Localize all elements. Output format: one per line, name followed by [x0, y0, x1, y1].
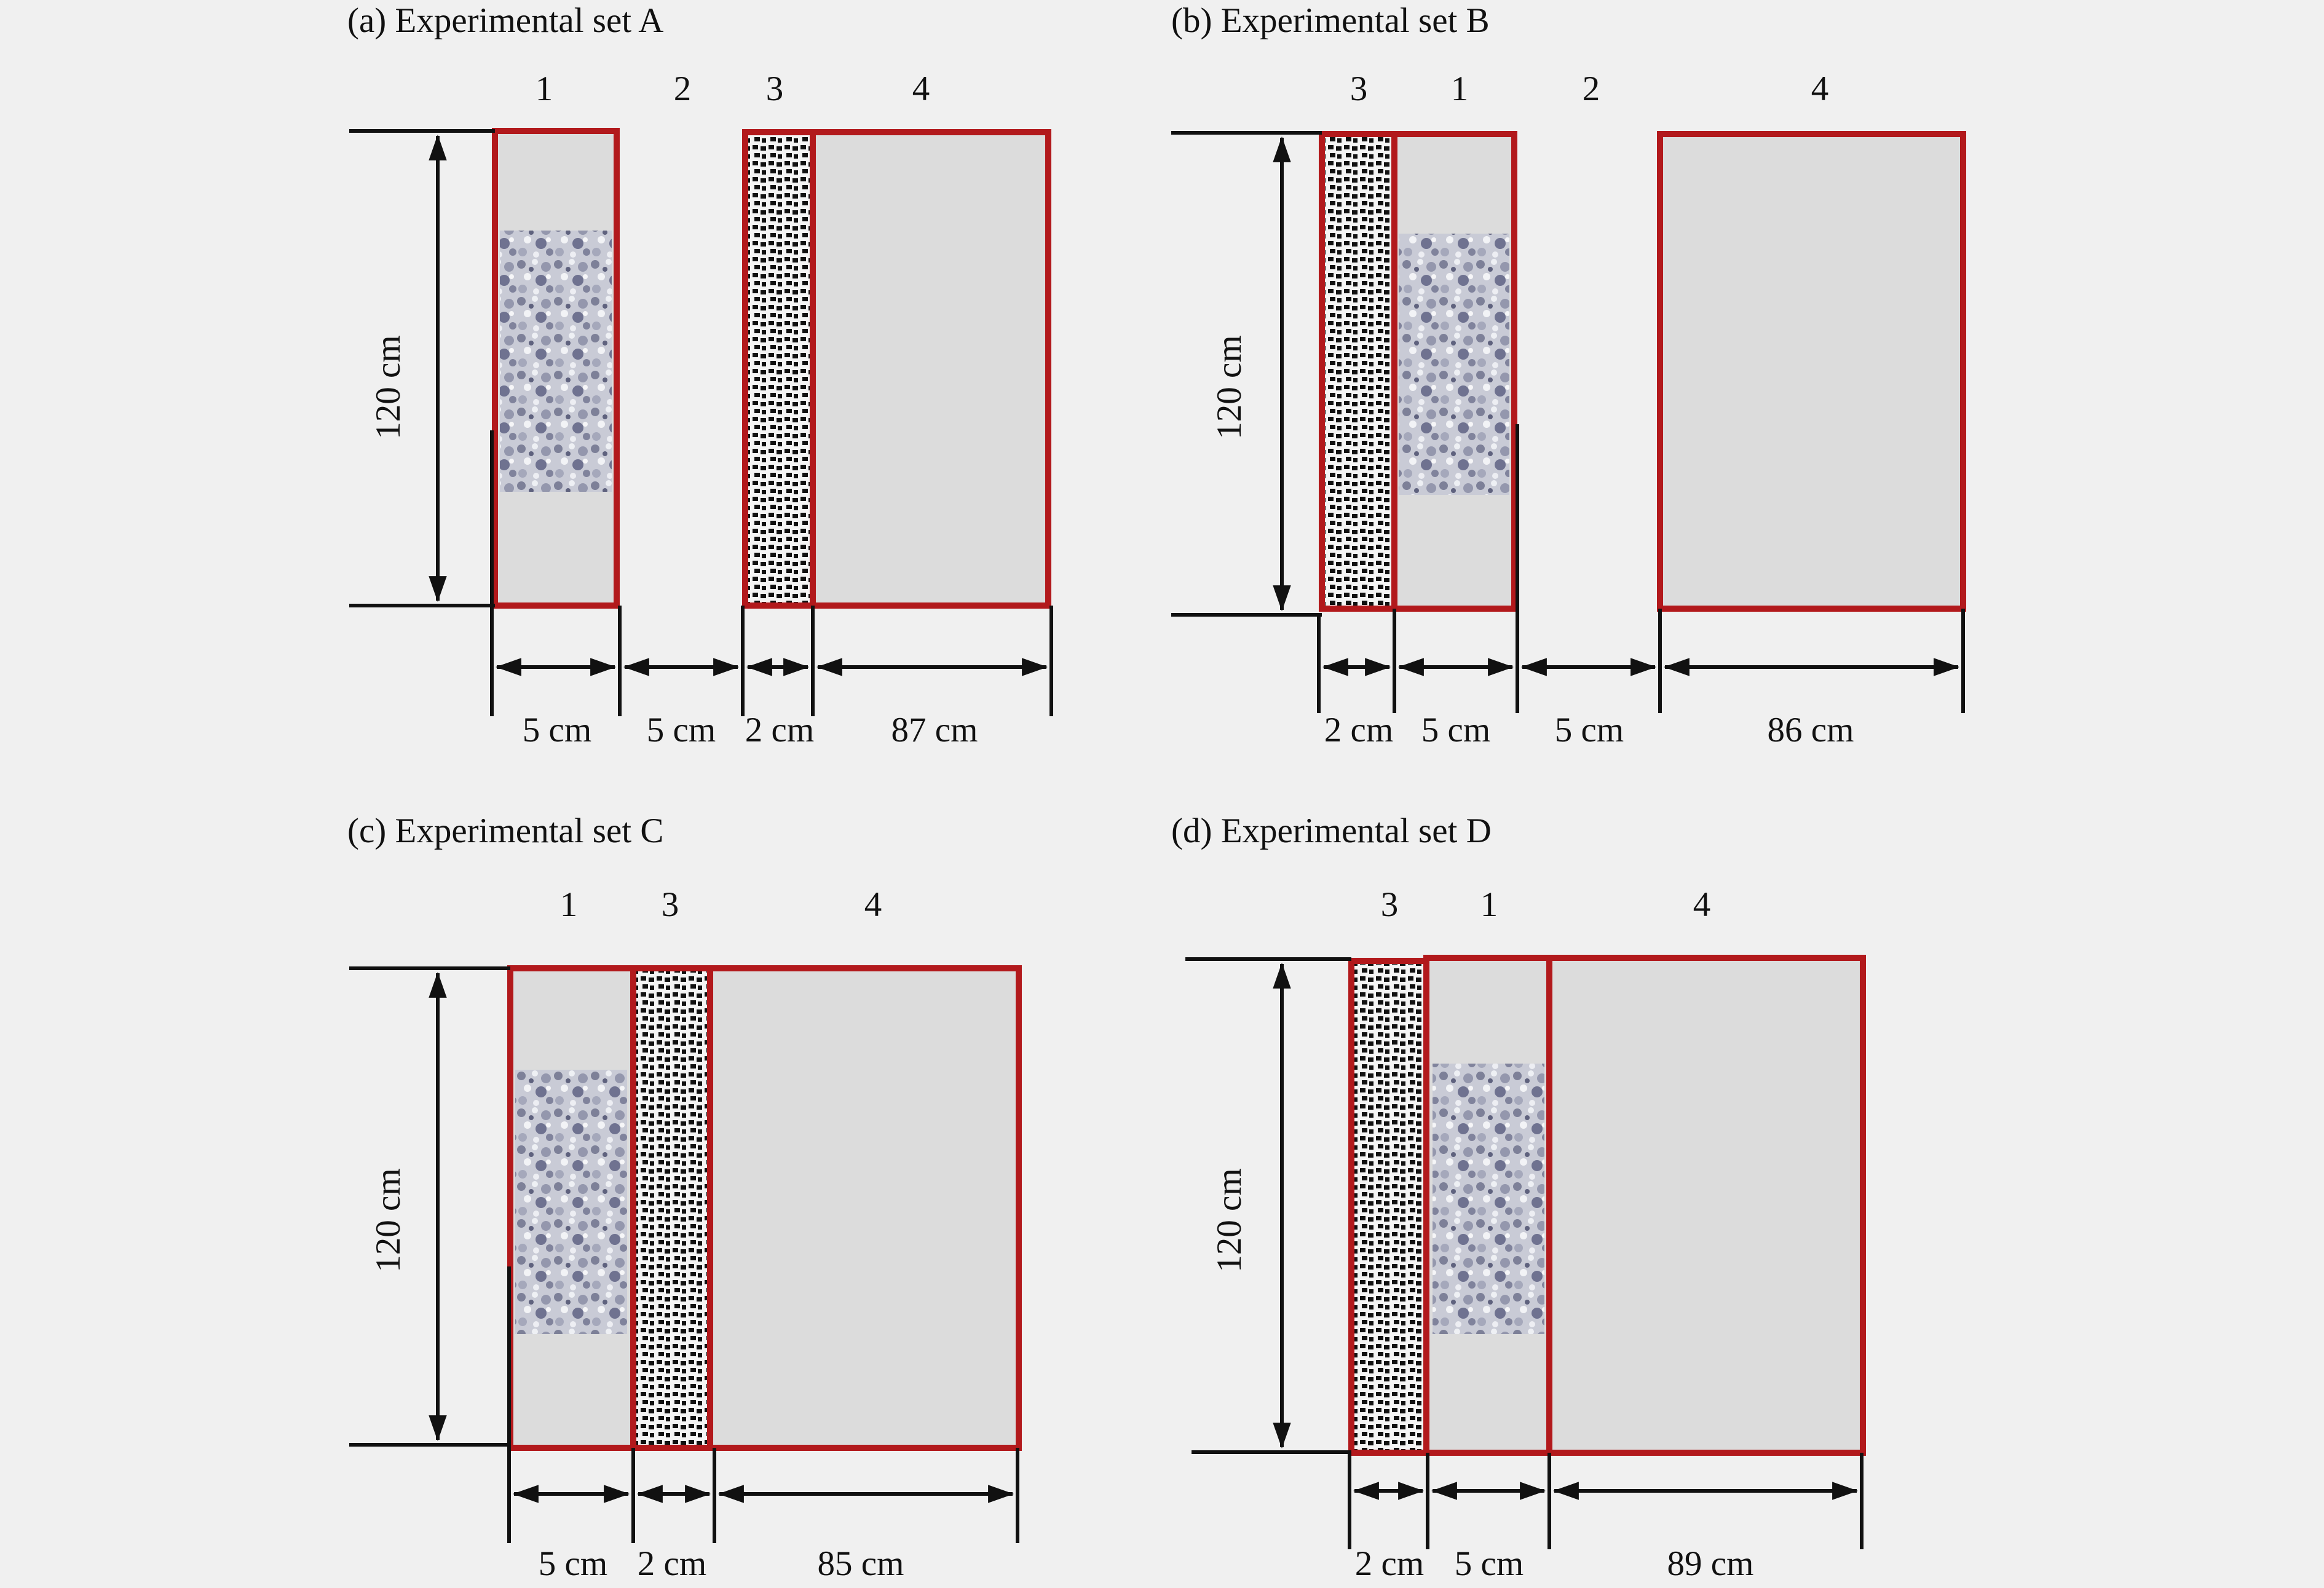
zone-3-gravel-layer	[742, 129, 816, 609]
panel-b-zone-number: 3	[1350, 69, 1368, 108]
panel-a-width-label: 2 cm	[745, 711, 814, 749]
panel-b: (b) Experimental set B 3 1 2 4 120 cm 2 …	[1171, 1, 1966, 749]
soil-sample-patch	[1399, 234, 1509, 495]
panel-a-zone-number: 1	[536, 69, 553, 108]
panel-d-zone-number: 4	[1693, 885, 1711, 924]
panel-c-title: (c) Experimental set C	[347, 812, 663, 850]
panel-b-zone-number: 2	[1583, 69, 1600, 108]
panel-d-zone-number: 3	[1381, 885, 1399, 924]
panel-c-width-label: 2 cm	[638, 1544, 706, 1583]
panel-d-title: (d) Experimental set D	[1171, 812, 1492, 850]
soil-sample-patch	[515, 1070, 627, 1334]
panel-a-width-label: 87 cm	[891, 711, 978, 749]
panel-d-zone-number: 1	[1480, 885, 1498, 924]
zone-3-gravel-layer	[1348, 958, 1429, 1456]
panel-a-zone-number: 3	[766, 69, 784, 108]
panel-a-zone-number: 2	[674, 69, 692, 108]
panel-c: (c) Experimental set C 1 3 4 120 cm 5 cm…	[347, 812, 1022, 1583]
panel-b-width-label: 86 cm	[1768, 711, 1854, 749]
zone-4-plain-zone	[1546, 955, 1866, 1456]
panel-a-zone-number: 4	[912, 69, 930, 108]
panel-a-height-label: 120 cm	[369, 335, 408, 439]
zone-3-gravel-layer	[1319, 131, 1397, 612]
panel-b-height-label: 120 cm	[1210, 335, 1249, 439]
zone-4-plain-zone	[810, 129, 1051, 609]
panel-a-title: (a) Experimental set A	[347, 1, 663, 40]
panel-a: (a) Experimental set A 1 2 3 4 120 cm 5 …	[347, 1, 1053, 749]
panel-b-zone-number: 4	[1811, 69, 1829, 108]
panel-c-width-label: 85 cm	[818, 1544, 904, 1583]
panel-d-width-label: 2 cm	[1355, 1544, 1424, 1583]
panel-d-width-label: 5 cm	[1455, 1544, 1524, 1583]
panel-a-width-label: 5 cm	[647, 711, 716, 749]
panel-b-zone-number: 1	[1451, 69, 1469, 108]
panel-b-title: (b) Experimental set B	[1171, 1, 1490, 40]
panel-c-height-label: 120 cm	[369, 1168, 408, 1272]
panel-c-zone-number: 3	[662, 885, 679, 924]
zone-4-plain-zone	[1657, 131, 1966, 612]
panel-c-zone-number: 1	[560, 885, 578, 924]
panel-d: (d) Experimental set D 3 1 4 120 cm 2 cm…	[1171, 812, 1866, 1583]
panel-b-width-label: 5 cm	[1555, 711, 1624, 749]
panel-d-width-label: 89 cm	[1667, 1544, 1754, 1583]
panel-d-height-label: 120 cm	[1210, 1168, 1249, 1272]
zone-3-gravel-layer	[630, 965, 713, 1451]
panel-c-zone-number: 4	[864, 885, 882, 924]
soil-sample-patch	[1433, 1064, 1544, 1334]
zone-4-plain-zone	[707, 965, 1022, 1451]
panel-b-width-label: 5 cm	[1421, 711, 1490, 749]
panel-a-width-label: 5 cm	[523, 711, 591, 749]
panel-c-width-label: 5 cm	[539, 1544, 607, 1583]
soil-sample-patch	[500, 231, 612, 492]
panel-b-width-label: 2 cm	[1324, 711, 1393, 749]
